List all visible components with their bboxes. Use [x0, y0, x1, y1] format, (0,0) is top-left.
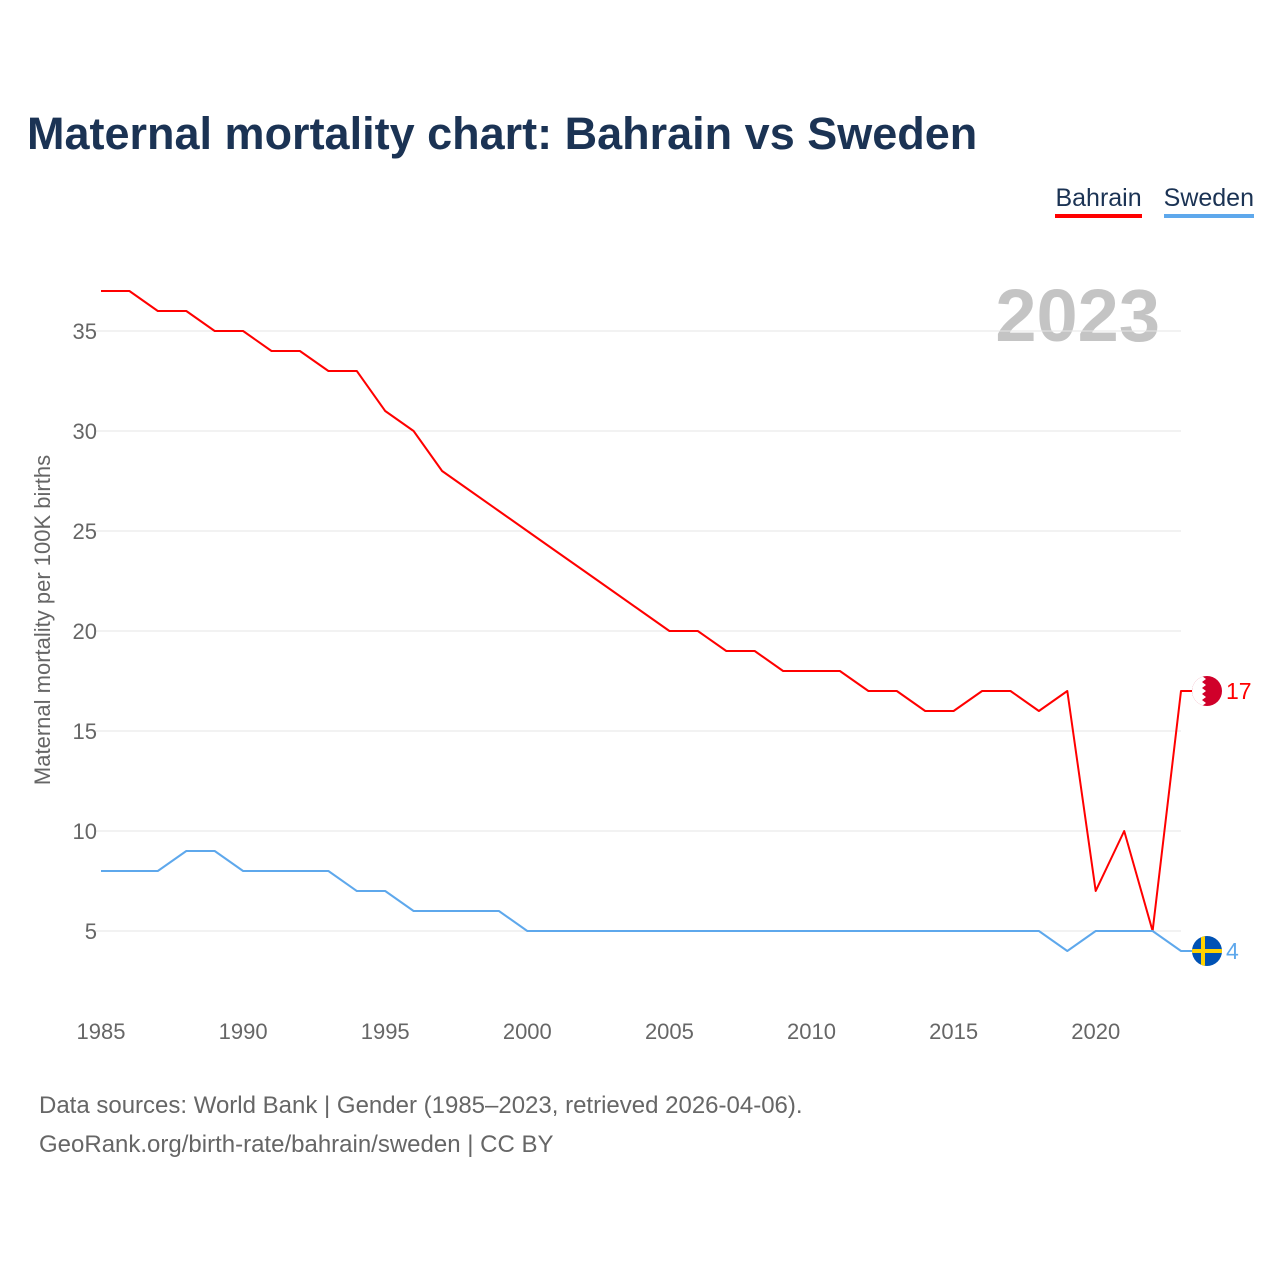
x-tick-label: 1985 [77, 1019, 126, 1044]
y-tick-label: 30 [73, 419, 97, 444]
series-line-bahrain [101, 290, 1193, 932]
y-tick-label: 5 [85, 919, 97, 944]
x-tick-label: 1990 [219, 1019, 268, 1044]
legend: Bahrain Sweden [1055, 184, 1254, 218]
source-text: Data sources: World Bank | Gender (1985–… [39, 1092, 803, 1119]
y-tick-label: 20 [73, 619, 97, 644]
legend-sweden[interactable]: Sweden [1163, 184, 1254, 218]
chart-title: Maternal mortality chart: Bahrain vs Swe… [27, 108, 978, 159]
x-tick-label: 2000 [503, 1019, 552, 1044]
y-tick-label: 15 [73, 719, 97, 744]
x-tick-label: 2020 [1071, 1019, 1120, 1044]
end-value-label-bahrain: 17 [1226, 678, 1252, 704]
year-label: 2023 [995, 274, 1160, 357]
footer-sources: Data sources: World Bank | Gender (1985–… [39, 1086, 803, 1164]
series-line-sweden [101, 850, 1193, 952]
legend-bahrain[interactable]: Bahrain [1055, 184, 1142, 218]
x-tick-label: 2005 [645, 1019, 694, 1044]
x-tick-label: 2015 [929, 1019, 978, 1044]
y-axis-label: Maternal mortality per 100K births [30, 455, 55, 785]
y-tick-label: 25 [73, 519, 97, 544]
x-tick-label: 1995 [361, 1019, 410, 1044]
x-tick-label: 2010 [787, 1019, 836, 1044]
sweden-flag-icon [1192, 936, 1222, 966]
y-tick-label: 35 [73, 319, 97, 344]
source-link[interactable]: GeoRank.org/birth-rate/bahrain/sweden | … [39, 1131, 554, 1158]
y-tick-label: 10 [73, 819, 97, 844]
bahrain-flag-icon [1192, 676, 1222, 706]
end-value-label-sweden: 4 [1226, 938, 1239, 964]
